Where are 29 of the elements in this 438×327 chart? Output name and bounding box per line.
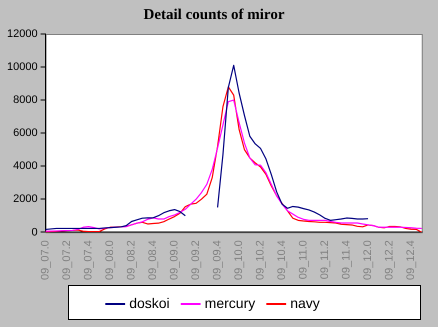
x-tick-label: 09_12.2 (384, 240, 396, 280)
x-tick-label: 09_11.0 (298, 240, 310, 280)
legend-label: doskoi (129, 294, 170, 311)
x-tick-label: 09_10.4 (276, 240, 288, 280)
x-tick-label: 09_08.2 (126, 240, 138, 280)
x-tick-label: 09_11.2 (319, 240, 332, 280)
x-tick-label: 09_09.0 (168, 240, 181, 280)
x-tick-label: 09_12.4 (405, 240, 418, 280)
y-tick-label: 2000 (13, 193, 38, 206)
legend-label: navy (290, 294, 320, 311)
x-tick-label: 09_09.4 (212, 240, 224, 280)
y-tick-label: 10000 (6, 61, 38, 74)
y-tick-label: 4000 (13, 160, 38, 172)
y-tick-label: 8000 (13, 94, 38, 106)
x-tick-label: 09_07.2 (61, 240, 74, 280)
y-tick-label: 6000 (13, 127, 38, 140)
x-tick-label: 09_08.0 (104, 240, 116, 280)
x-tick-label: 09_11.4 (340, 240, 353, 280)
x-tick-label: 09_10.0 (233, 240, 246, 280)
legend-label: mercury (204, 294, 256, 311)
x-tick-label: 09_07.4 (82, 240, 95, 280)
x-tick-label: 09_12.0 (362, 240, 374, 280)
x-tick-label: 09_09.2 (190, 240, 202, 280)
chart-title: Detail counts of miror (144, 6, 285, 23)
x-tick-label: 09_10.2 (254, 240, 267, 280)
x-tick-label: 09_07.0 (40, 240, 52, 280)
x-tick-label: 09_08.4 (147, 240, 160, 280)
y-tick-label: 12000 (6, 28, 38, 40)
y-tick-label: 0 (31, 226, 38, 238)
